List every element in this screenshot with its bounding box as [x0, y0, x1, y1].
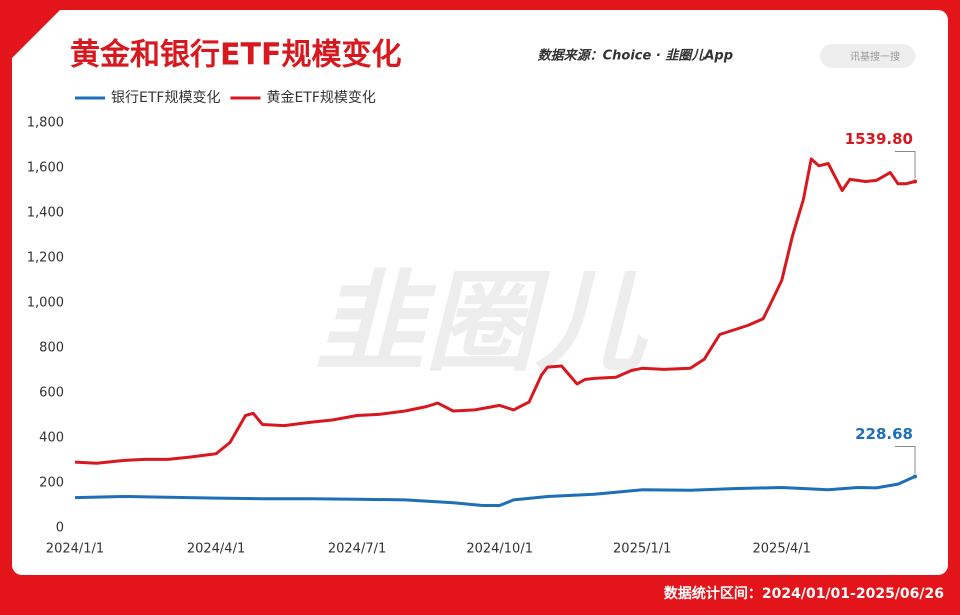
x-tick-label: 2025/1/1: [613, 542, 671, 557]
y-tick-label: 800: [39, 341, 64, 356]
y-tick-label: 200: [39, 476, 64, 491]
legend-label: 黄金ETF规模变化: [266, 89, 375, 106]
annotation-point: [913, 179, 917, 184]
y-tick-label: 1,000: [27, 296, 64, 311]
series-line: [74, 157, 916, 465]
y-tick-label: 400: [39, 431, 64, 446]
x-tick-label: 2024/10/1: [466, 542, 533, 557]
x-tick-label: 2024/7/1: [328, 542, 386, 557]
watermark: 韭圈儿: [315, 258, 649, 386]
search-box[interactable]: [820, 44, 915, 68]
corner-decoration: [12, 10, 60, 58]
y-tick-label: 1,400: [27, 206, 64, 221]
annotation-point: [913, 474, 917, 479]
annotation-label: 228.68: [855, 425, 913, 443]
annotation-leader: [895, 446, 916, 474]
y-tick-label: 1,600: [27, 161, 64, 176]
source: 数据来源：Choice · 韭圈儿App: [538, 48, 733, 64]
y-tick-label: 600: [39, 386, 64, 401]
y-tick-label: 0: [56, 521, 64, 536]
y-tick-label: 1,800: [27, 116, 64, 131]
card: [12, 10, 948, 575]
annotation-label: 1539.80: [845, 130, 913, 148]
footer: 数据统计区间：2024/01/01-2025/06/26: [664, 585, 944, 602]
search-text[interactable]: 讯基搜一搜: [850, 50, 900, 63]
series-line: [74, 475, 916, 507]
legend-label: 银行ETF规模变化: [111, 90, 220, 106]
x-tick-label: 2024/1/1: [46, 542, 104, 557]
x-tick-label: 2024/4/1: [187, 542, 245, 557]
x-tick-label: 2025/4/1: [753, 542, 811, 557]
chart-title: 黄金和银行ETF规模变化: [70, 38, 401, 73]
annotation-leader: [895, 151, 916, 179]
y-tick-label: 1,200: [27, 251, 64, 266]
